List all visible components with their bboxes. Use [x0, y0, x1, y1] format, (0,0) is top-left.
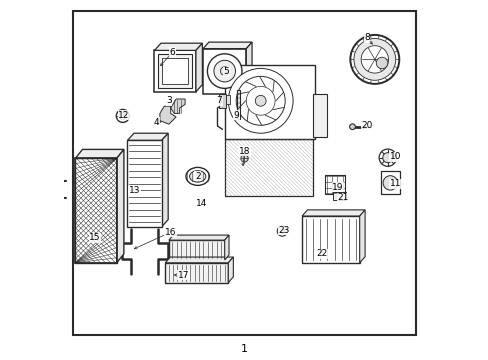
Bar [380, 171, 400, 194]
Text: 10: 10 [389, 152, 401, 161]
Bar [165, 263, 228, 283]
Ellipse shape [189, 171, 205, 182]
Circle shape [213, 60, 235, 82]
Bar [127, 140, 162, 227]
Bar [162, 58, 187, 84]
Text: 6: 6 [169, 48, 175, 57]
Circle shape [382, 153, 392, 163]
Polygon shape [359, 210, 365, 263]
Polygon shape [75, 149, 123, 158]
Text: 19: 19 [332, 183, 343, 192]
Bar [228, 158, 255, 178]
Circle shape [116, 109, 129, 122]
Text: 2: 2 [195, 172, 200, 181]
Text: 1: 1 [241, 344, 247, 354]
Bar [226, 95, 230, 104]
Bar [75, 158, 117, 263]
Circle shape [207, 54, 242, 88]
Bar [224, 65, 314, 139]
Circle shape [246, 86, 275, 115]
Ellipse shape [185, 167, 209, 185]
Polygon shape [302, 210, 365, 216]
Text: 3: 3 [166, 96, 171, 105]
Polygon shape [196, 43, 202, 92]
Text: 15: 15 [89, 233, 101, 242]
Polygon shape [224, 235, 228, 260]
Text: 5: 5 [223, 68, 229, 77]
Text: 20: 20 [361, 122, 372, 130]
Circle shape [119, 112, 126, 120]
Bar [224, 139, 312, 196]
Circle shape [277, 226, 287, 236]
Bar [236, 90, 240, 119]
Bar [312, 94, 326, 137]
Bar [203, 49, 246, 94]
Text: 23: 23 [278, 226, 289, 235]
Circle shape [353, 39, 395, 80]
Text: 11: 11 [389, 179, 401, 188]
Bar [218, 94, 225, 108]
Circle shape [220, 67, 228, 76]
Text: 12: 12 [118, 111, 129, 120]
Text: 17: 17 [177, 271, 189, 280]
Circle shape [382, 176, 397, 190]
Polygon shape [165, 257, 233, 263]
Polygon shape [154, 43, 202, 50]
Text: 21: 21 [337, 194, 348, 202]
Polygon shape [228, 257, 233, 283]
Text: 14: 14 [195, 199, 206, 208]
Text: 22: 22 [316, 249, 327, 258]
Text: 9: 9 [233, 111, 239, 120]
Bar [154, 50, 196, 92]
Bar [75, 158, 117, 263]
Bar [332, 192, 346, 200]
Polygon shape [117, 149, 123, 263]
Text: 4: 4 [153, 118, 159, 127]
Polygon shape [162, 133, 168, 227]
Polygon shape [246, 42, 251, 94]
Circle shape [378, 149, 396, 166]
Polygon shape [127, 133, 168, 140]
Polygon shape [168, 235, 228, 240]
Bar [168, 240, 224, 260]
Circle shape [228, 68, 292, 133]
Text: 18: 18 [238, 147, 250, 156]
Circle shape [255, 95, 265, 106]
Polygon shape [203, 42, 251, 49]
Text: 7: 7 [216, 96, 222, 105]
Bar [158, 54, 192, 88]
Bar [324, 175, 344, 194]
Circle shape [241, 155, 247, 162]
Circle shape [361, 46, 387, 73]
Circle shape [349, 124, 355, 130]
Text: 16: 16 [164, 228, 176, 237]
Bar [302, 216, 359, 263]
Text: 13: 13 [129, 186, 140, 195]
Circle shape [375, 57, 387, 69]
Circle shape [349, 35, 399, 84]
Text: 8: 8 [363, 33, 369, 42]
Circle shape [279, 229, 284, 234]
Polygon shape [170, 99, 185, 113]
Circle shape [236, 76, 285, 125]
Polygon shape [160, 106, 176, 124]
